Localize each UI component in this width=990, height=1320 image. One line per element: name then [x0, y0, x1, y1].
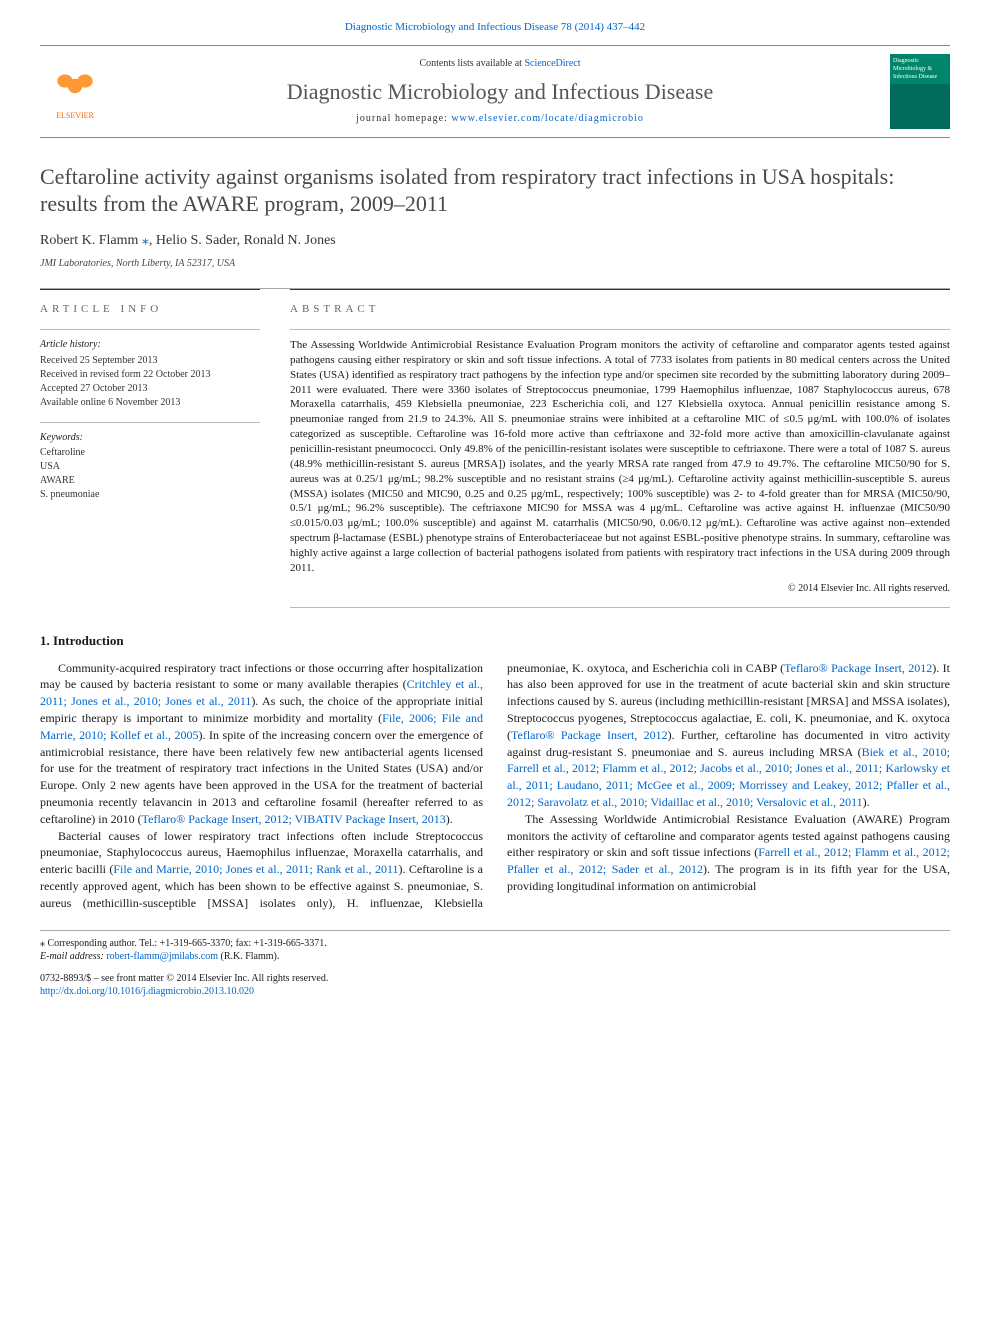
paragraph: The Assessing Worldwide Antimicrobial Re… — [507, 811, 950, 895]
cover-text: Diagnostic Microbiology & Infectious Dis… — [893, 58, 937, 80]
affiliation: JMI Laboratories, North Liberty, IA 5231… — [40, 257, 950, 271]
header-center: Contents lists available at ScienceDirec… — [110, 57, 890, 126]
doi-link[interactable]: http://dx.doi.org/10.1016/j.diagmicrobio… — [40, 986, 254, 997]
keyword: AWARE — [40, 474, 260, 488]
author-email-link[interactable]: robert-flamm@jmilabs.com — [106, 951, 218, 962]
journal-cover-thumbnail: Diagnostic Microbiology & Infectious Dis… — [890, 54, 950, 129]
body-text: ). — [863, 795, 870, 809]
history-accepted: Accepted 27 October 2013 — [40, 382, 260, 396]
citation-link[interactable]: File and Marrie, 2010; — [113, 862, 225, 876]
issn-line: 0732-8893/$ – see front matter © 2014 El… — [40, 972, 328, 986]
citation-link[interactable]: Diagnostic Microbiology and Infectious D… — [345, 21, 645, 33]
abstract-column: ABSTRACT The Assessing Worldwide Antimic… — [290, 289, 950, 608]
corresponding-author-marker[interactable]: ⁎ — [142, 233, 149, 248]
sciencedirect-link[interactable]: ScienceDirect — [524, 58, 580, 69]
header-citation: Diagnostic Microbiology and Infectious D… — [40, 20, 950, 35]
email-line: E-mail address: robert-flamm@jmilabs.com… — [40, 950, 328, 964]
journal-header: ELSEVIER Contents lists available at Sci… — [40, 45, 950, 138]
body-text-columns: Community-acquired respiratory tract inf… — [40, 660, 950, 912]
paragraph: Community-acquired respiratory tract inf… — [40, 660, 483, 828]
history-received: Received 25 September 2013 — [40, 354, 260, 368]
citation-link[interactable]: Teflaro® Package Insert, 2012; VIBATIV P… — [142, 812, 446, 826]
citation-link[interactable]: Teflaro® Package Insert, 2012 — [784, 661, 932, 675]
citation-link[interactable]: Jones et al., 2011; Rank et al., 2011 — [226, 862, 399, 876]
author-list: Robert K. Flamm ⁎, Helio S. Sader, Ronal… — [40, 232, 950, 251]
divider — [290, 607, 950, 608]
authors-rest: , Helio S. Sader, Ronald N. Jones — [149, 233, 336, 248]
email-label: E-mail address: — [40, 951, 106, 962]
citation-link[interactable]: Teflaro® Package Insert, 2012 — [511, 728, 668, 742]
info-abstract-row: ARTICLE INFO Article history: Received 2… — [40, 288, 950, 608]
divider — [40, 422, 260, 423]
keyword: S. pneumoniae — [40, 488, 260, 502]
keyword: Ceftaroline — [40, 446, 260, 460]
contents-prefix: Contents lists available at — [419, 58, 524, 69]
article-title: Ceftaroline activity against organisms i… — [40, 163, 950, 218]
abstract-heading: ABSTRACT — [290, 302, 950, 317]
footnotes-left: ⁎ Corresponding author. Tel.: +1-319-665… — [40, 937, 328, 999]
journal-homepage-line: journal homepage: www.elsevier.com/locat… — [110, 112, 890, 126]
email-suffix: (R.K. Flamm). — [218, 951, 279, 962]
history-online: Available online 6 November 2013 — [40, 396, 260, 410]
corresponding-author-note: ⁎ Corresponding author. Tel.: +1-319-665… — [40, 937, 328, 951]
elsevier-tree-icon — [50, 61, 100, 111]
article-info-column: ARTICLE INFO Article history: Received 2… — [40, 289, 260, 608]
journal-homepage-link[interactable]: www.elsevier.com/locate/diagmicrobio — [451, 113, 644, 124]
page-footnotes: ⁎ Corresponding author. Tel.: +1-319-665… — [40, 930, 950, 999]
history-revised: Received in revised form 22 October 2013 — [40, 368, 260, 382]
keywords-label: Keywords: — [40, 431, 260, 445]
abstract-text: The Assessing Worldwide Antimicrobial Re… — [290, 338, 950, 576]
elsevier-label: ELSEVIER — [56, 111, 94, 122]
abstract-copyright: © 2014 Elsevier Inc. All rights reserved… — [290, 582, 950, 596]
divider — [40, 329, 260, 330]
homepage-label: journal homepage: — [356, 113, 451, 124]
contents-available-line: Contents lists available at ScienceDirec… — [110, 57, 890, 71]
article-info-heading: ARTICLE INFO — [40, 302, 260, 317]
body-text: ). — [446, 812, 453, 826]
article-history-label: Article history: — [40, 338, 260, 352]
journal-name: Diagnostic Microbiology and Infectious D… — [110, 77, 890, 107]
author-1: Robert K. Flamm — [40, 233, 142, 248]
section-heading-introduction: 1. Introduction — [40, 632, 950, 650]
elsevier-logo: ELSEVIER — [40, 54, 110, 129]
divider — [290, 329, 950, 330]
keyword: USA — [40, 460, 260, 474]
